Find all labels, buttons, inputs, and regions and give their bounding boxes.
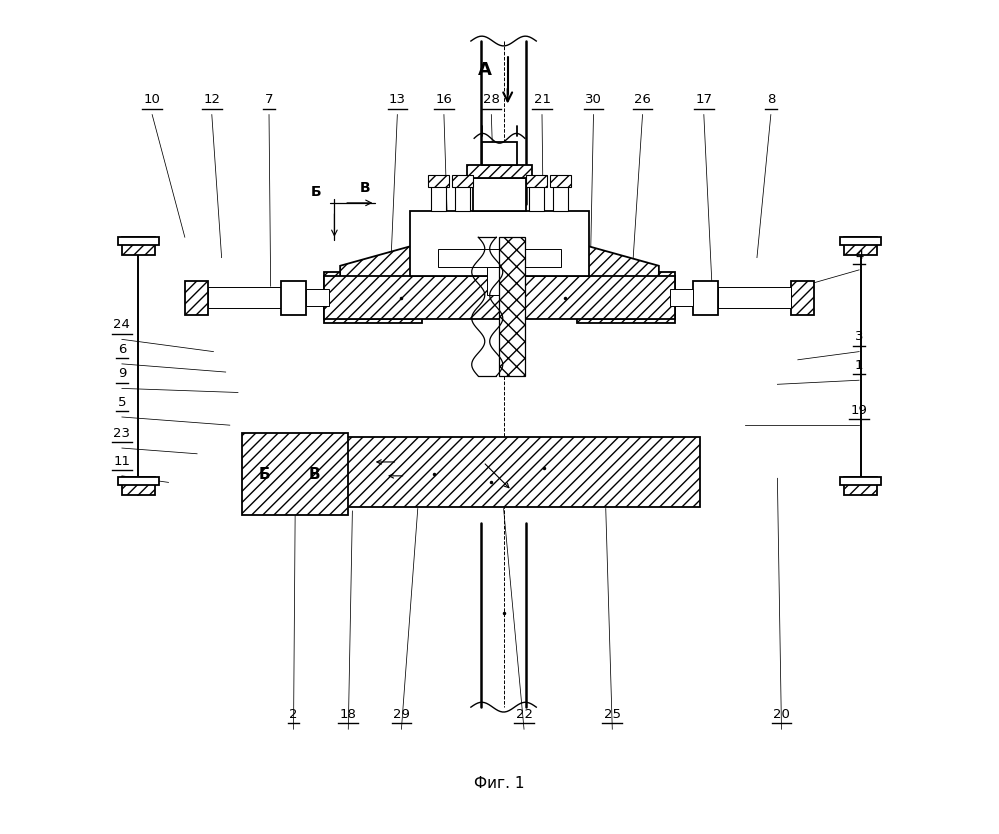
Text: 7: 7 — [265, 93, 274, 107]
Text: 3: 3 — [855, 330, 863, 344]
Text: 22: 22 — [515, 708, 532, 721]
Text: 17: 17 — [695, 93, 712, 107]
Bar — [844, 477, 877, 495]
Bar — [118, 237, 159, 245]
Bar — [553, 180, 568, 211]
Text: В: В — [308, 467, 320, 482]
Text: 21: 21 — [533, 93, 550, 107]
Bar — [577, 273, 675, 323]
Bar — [306, 289, 329, 306]
Bar — [528, 180, 543, 211]
Text: 20: 20 — [773, 708, 790, 721]
Text: 6: 6 — [118, 343, 126, 356]
Text: 30: 30 — [585, 93, 602, 107]
Bar — [324, 276, 675, 319]
Bar — [282, 280, 306, 315]
Bar — [693, 280, 717, 315]
Text: 18: 18 — [340, 708, 357, 721]
Bar — [499, 237, 524, 376]
Bar — [717, 287, 791, 309]
Bar — [550, 175, 571, 187]
Bar — [122, 237, 155, 255]
Bar — [483, 143, 516, 165]
Polygon shape — [585, 245, 659, 319]
Bar — [670, 289, 693, 306]
Bar — [324, 273, 422, 323]
Text: 8: 8 — [766, 93, 775, 107]
Text: Фиг. 1: Фиг. 1 — [475, 776, 524, 791]
Bar — [525, 175, 546, 187]
Bar — [439, 249, 560, 267]
Bar — [840, 477, 881, 485]
Bar — [118, 477, 159, 485]
Bar — [242, 434, 349, 515]
Text: 24: 24 — [114, 319, 130, 331]
Text: 2: 2 — [290, 708, 298, 721]
Bar — [840, 237, 881, 245]
Bar — [473, 178, 526, 211]
Text: 19: 19 — [851, 404, 867, 417]
Text: 16: 16 — [436, 93, 453, 107]
Bar — [300, 437, 699, 507]
Bar — [428, 175, 449, 187]
Text: 29: 29 — [393, 708, 410, 721]
Text: В: В — [361, 181, 371, 194]
Bar — [410, 211, 589, 276]
Bar — [456, 180, 471, 211]
Bar — [431, 180, 446, 211]
Text: 1: 1 — [855, 359, 863, 372]
Text: 11: 11 — [114, 455, 131, 468]
Bar — [185, 280, 208, 315]
Text: 10: 10 — [144, 93, 161, 107]
Text: 12: 12 — [204, 93, 221, 107]
Text: 9: 9 — [118, 367, 126, 380]
Bar — [488, 267, 511, 295]
Text: Б: Б — [259, 467, 271, 482]
Text: 28: 28 — [483, 93, 500, 107]
Text: А: А — [478, 62, 492, 79]
Text: 5: 5 — [118, 396, 126, 409]
Bar — [467, 165, 532, 178]
Text: 13: 13 — [389, 93, 406, 107]
Text: 25: 25 — [603, 708, 620, 721]
Text: 26: 26 — [634, 93, 651, 107]
Polygon shape — [340, 245, 414, 319]
Text: Б: Б — [311, 185, 322, 198]
Bar — [844, 237, 877, 255]
Bar — [208, 287, 282, 309]
Bar — [791, 280, 814, 315]
Bar — [122, 477, 155, 495]
Text: 4: 4 — [855, 249, 863, 262]
Bar — [453, 175, 474, 187]
Text: 23: 23 — [114, 427, 131, 440]
